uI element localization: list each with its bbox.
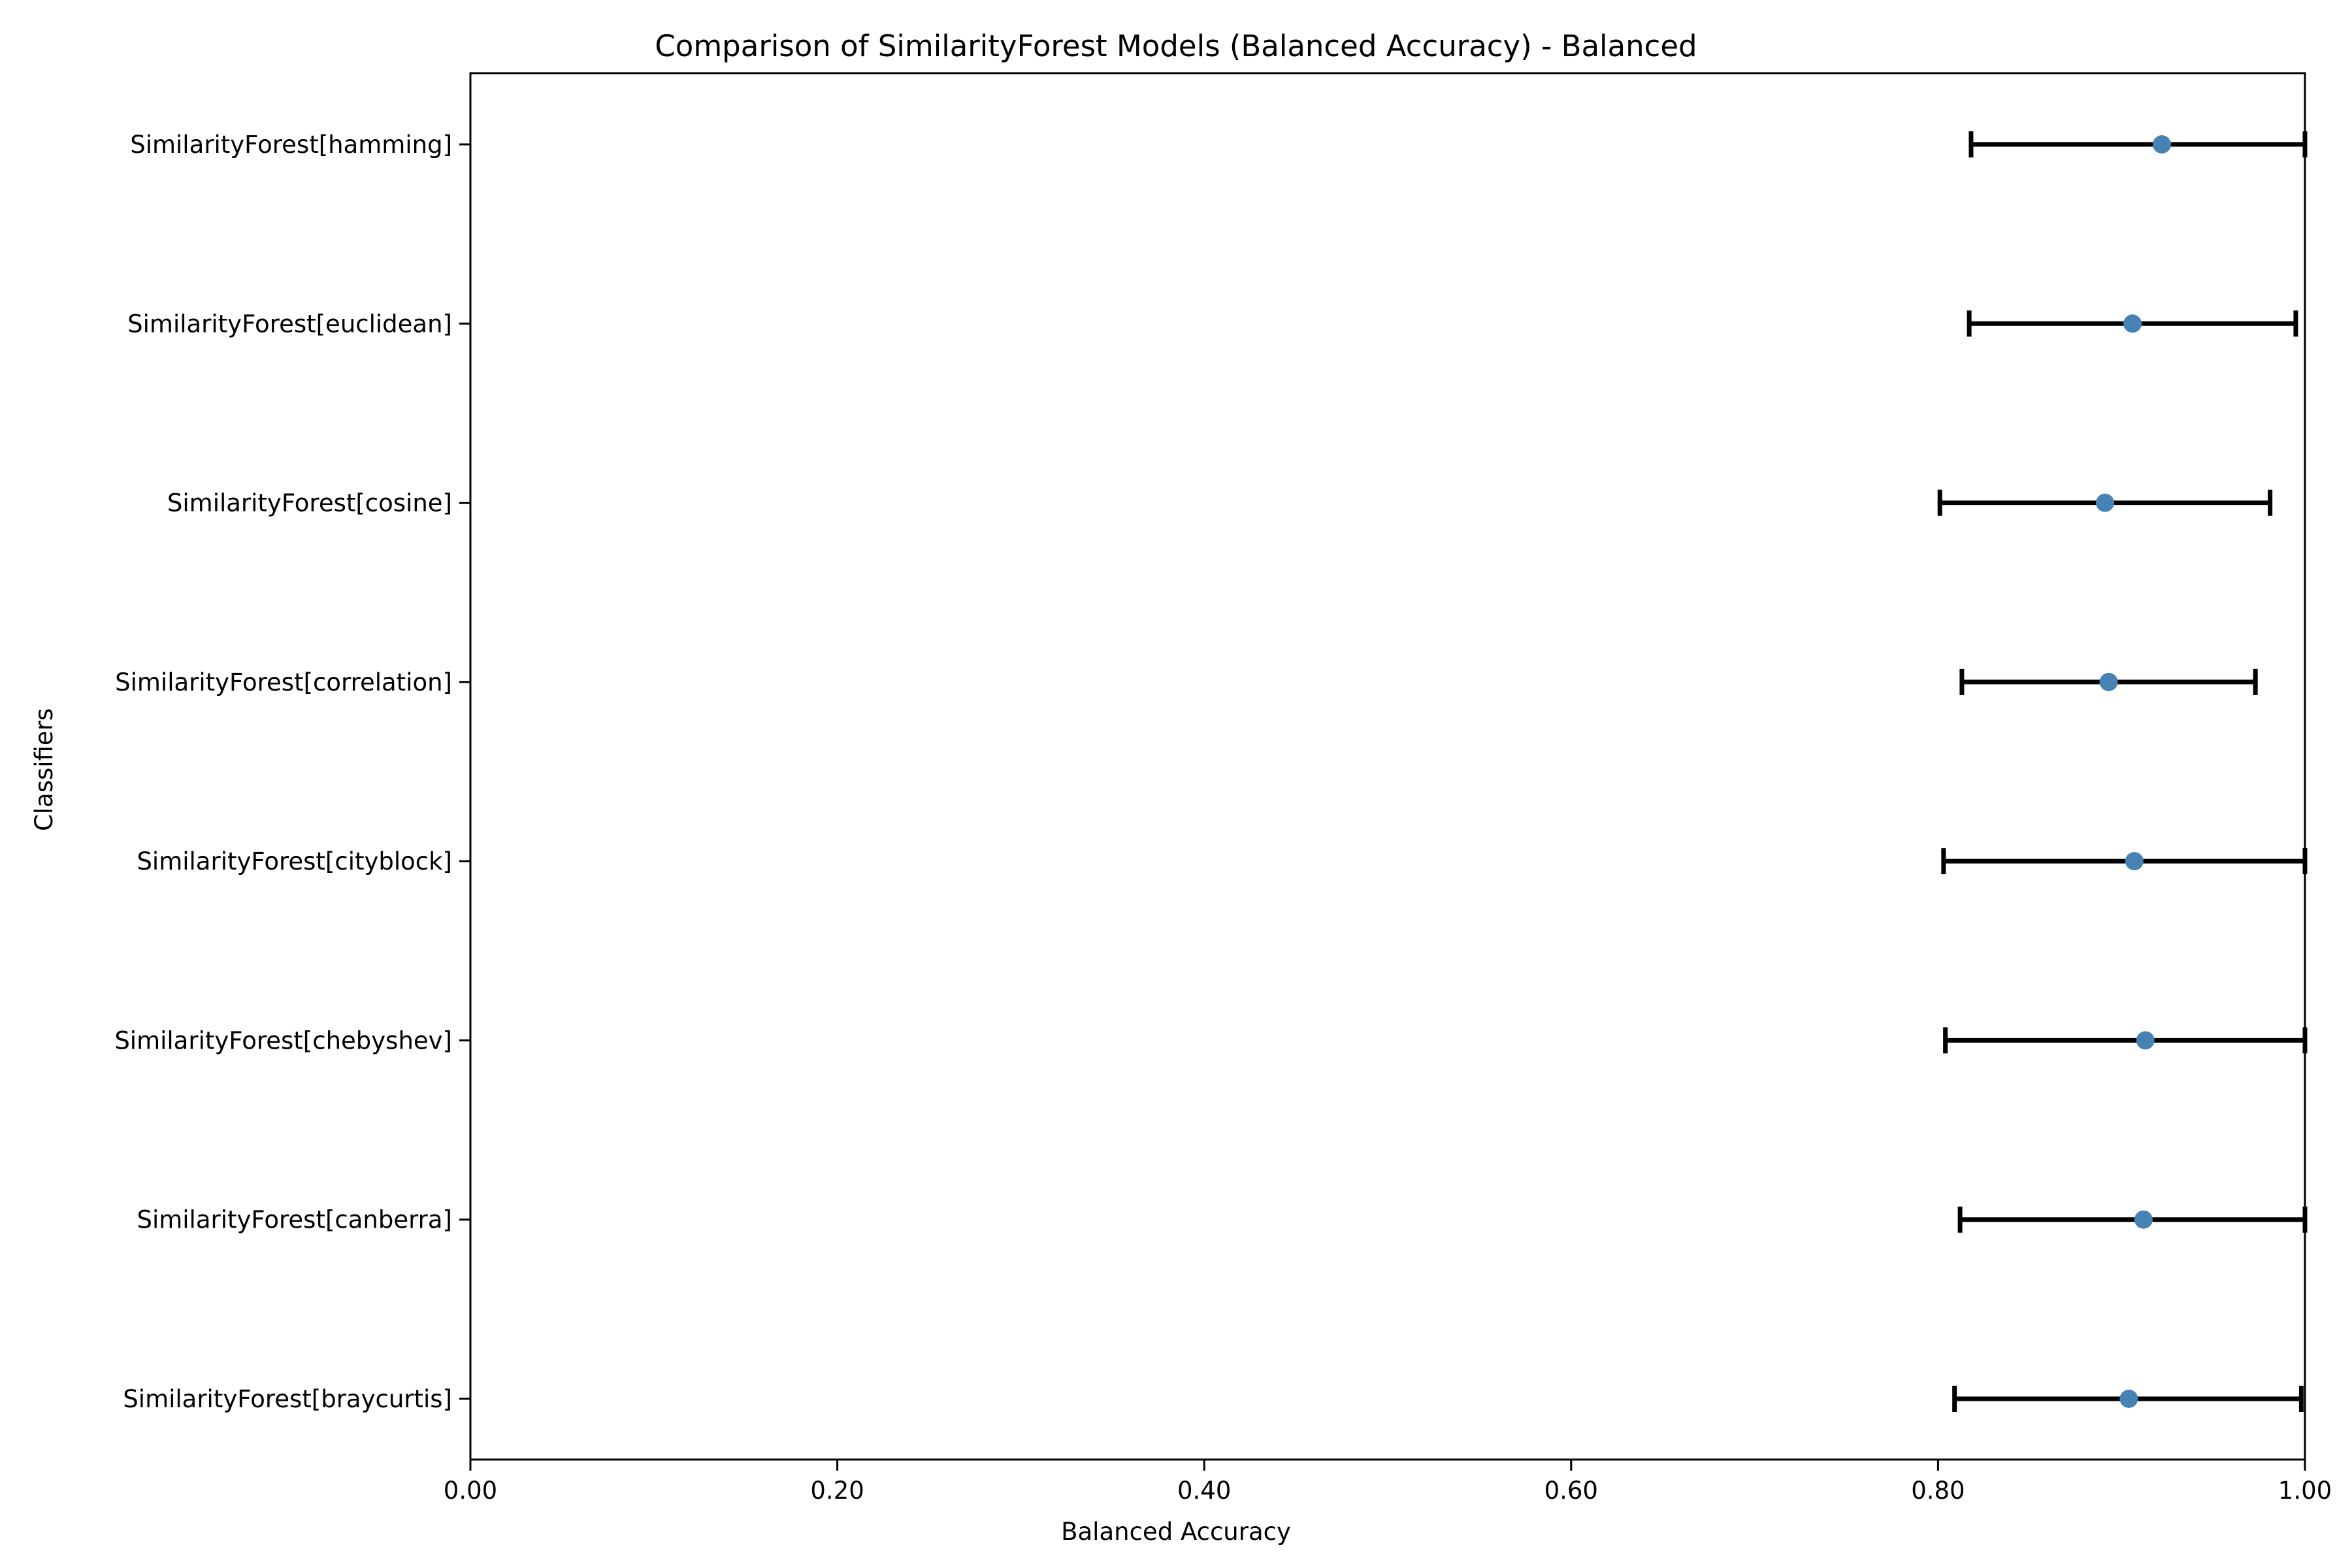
data-point	[2123, 314, 2142, 333]
x-tick-label: 0.00	[444, 1477, 497, 1505]
x-tick-label: 1.00	[2278, 1477, 2332, 1505]
x-tick-label: 0.60	[1544, 1477, 1598, 1505]
y-tick-label: SimilarityForest[hamming]	[130, 131, 452, 159]
data-point	[2136, 1031, 2155, 1050]
data-point	[2099, 672, 2118, 691]
y-tick-label: SimilarityForest[cosine]	[167, 489, 452, 517]
data-point	[2134, 1210, 2153, 1229]
data-point	[2095, 493, 2114, 512]
y-tick-label: SimilarityForest[euclidean]	[127, 310, 452, 338]
axes-frame	[469, 72, 2306, 1461]
x-tick-label: 0.20	[810, 1477, 864, 1505]
y-tick-label: SimilarityForest[cityblock]	[137, 847, 452, 875]
chart-title: Comparison of SimilarityForest Models (B…	[655, 29, 1697, 63]
plot-area: 0.00 0.20 0.40 0.60 0.80 1.00 SimilarityForest…	[114, 72, 2332, 1505]
x-tick-label: 0.40	[1177, 1477, 1231, 1505]
y-tick-label: SimilarityForest[chebyshev]	[114, 1026, 452, 1054]
data-point	[2152, 135, 2171, 154]
x-axis-title: Balanced Accuracy	[1061, 1518, 1291, 1546]
x-tick-label: 0.80	[1911, 1477, 1965, 1505]
y-tick-label: SimilarityForest[canberra]	[137, 1206, 452, 1234]
y-tick-label: SimilarityForest[braycurtis]	[123, 1385, 452, 1413]
data-point	[2125, 852, 2144, 871]
data-point	[2119, 1390, 2138, 1408]
y-axis-title: Classifiers	[30, 708, 58, 831]
y-tick-label: SimilarityForest[correlation]	[115, 668, 452, 696]
